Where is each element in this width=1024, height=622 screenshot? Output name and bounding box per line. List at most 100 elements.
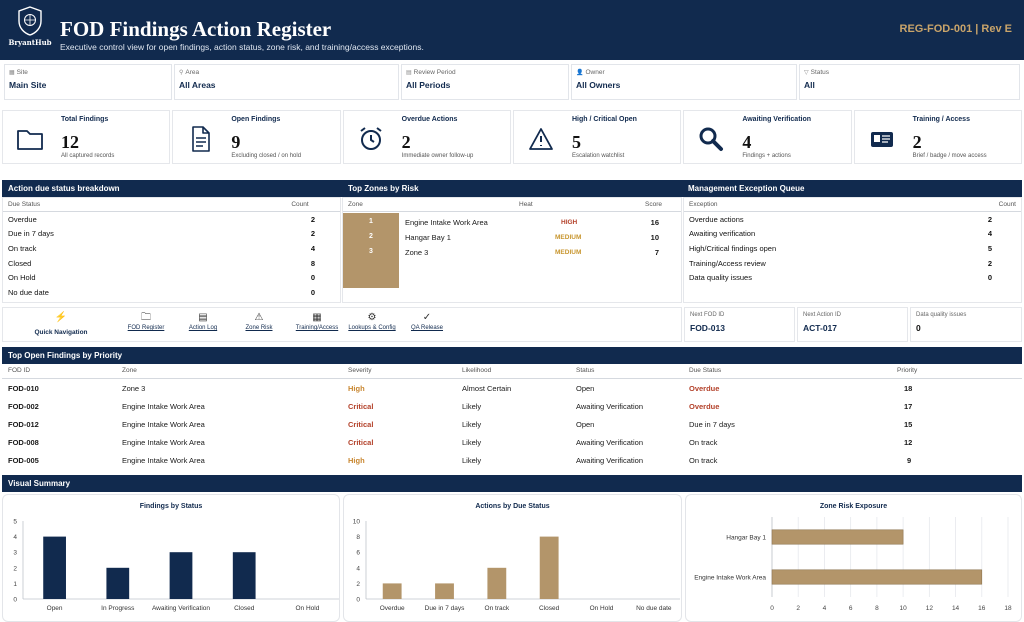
- column-header: Severity: [348, 367, 372, 374]
- column-header: Zone: [122, 367, 137, 374]
- filter-area[interactable]: ⚲ Area All Areas: [174, 64, 399, 100]
- bar: [539, 536, 559, 599]
- location-pin-icon: ⚲: [179, 70, 184, 76]
- kpi-label: Overdue Actions: [401, 116, 458, 123]
- row-label: Training/Access review: [689, 258, 766, 268]
- nav-training-access[interactable]: ▦ Training/Access: [289, 311, 345, 331]
- table-row[interactable]: FOD-005 Engine Intake Work Area High Lik…: [2, 452, 1022, 470]
- alarm-clock-icon: [360, 127, 382, 150]
- kpi-label: Training / Access: [912, 116, 970, 123]
- x-tick-label: 14: [952, 605, 960, 612]
- zone-cell: Engine Intake Work Area: [122, 456, 205, 465]
- nav-action-log[interactable]: ▤ Action Log: [181, 311, 225, 331]
- next-action-id: Next Action ID ACT-017: [797, 307, 908, 342]
- row-label: No due date: [8, 287, 49, 297]
- severity-cell: High: [348, 384, 365, 393]
- findings-section-bar: Top Open Findings by Priority: [2, 347, 1022, 364]
- nav-link-label: Zone Risk: [245, 325, 273, 331]
- zone-name: Engine Intake Work Area: [405, 218, 488, 227]
- kpi-note: Escalation watchlist: [571, 153, 625, 159]
- filter-label: Status: [810, 69, 830, 76]
- bar: [169, 552, 193, 599]
- column-header: Zone: [348, 201, 363, 208]
- row-count: 0: [310, 287, 315, 297]
- nav-qa-release[interactable]: ✓ QA Release: [407, 311, 447, 331]
- x-tick-label: Awaiting Verification: [152, 605, 210, 612]
- keyboard-icon: ▦: [312, 312, 322, 323]
- column-header: Priority: [897, 367, 918, 374]
- due-status-title: Action due status breakdown: [8, 184, 120, 193]
- row-label: Overdue actions: [689, 214, 744, 224]
- next-id-label: Next Action ID: [803, 312, 842, 318]
- chart-actions-by-due-status-svg: 0 2 4 6 8 10 Overdue Due in 7 days On track Close…: [353, 519, 680, 612]
- kpi-value: 12: [61, 132, 79, 152]
- badge-icon: [870, 132, 893, 147]
- row-count: 2: [310, 229, 315, 239]
- table-row[interactable]: FOD-010 Zone 3 High Almost Certain Open …: [2, 380, 1022, 398]
- next-id-label: Next FOD ID: [690, 312, 725, 318]
- filter-status[interactable]: ▽ Status All: [799, 64, 1020, 100]
- nav-fod-register[interactable]: 🗀 FOD Register: [121, 311, 171, 331]
- nav-link-label: Lookups & Config: [348, 325, 396, 331]
- column-header: Status: [576, 367, 595, 374]
- row-count: 2: [987, 214, 992, 224]
- zone-score: 7: [654, 248, 659, 257]
- row-label: Closed: [8, 258, 32, 268]
- nav-zone-risk[interactable]: ⚠ Zone Risk: [239, 311, 279, 331]
- x-tick-label: 6: [849, 605, 853, 612]
- person-icon: 👤: [576, 70, 584, 76]
- kpi-note: Findings + actions: [742, 153, 791, 159]
- x-tick-label: 18: [1004, 605, 1012, 612]
- kpi-label: Awaiting Verification: [742, 116, 812, 123]
- x-tick-label: On track: [485, 605, 510, 612]
- y-tick-label: 4: [13, 534, 17, 541]
- check-icon: ✓: [422, 312, 432, 323]
- priority-cell: 17: [904, 402, 913, 411]
- x-tick-label: 2: [796, 605, 800, 612]
- table-row: Overdue actions 2: [684, 212, 1021, 227]
- filter-owner[interactable]: 👤 Owner All Owners: [571, 64, 797, 100]
- zone-rank: 1: [369, 218, 373, 225]
- filter-site[interactable]: ▦ Site Main Site: [4, 64, 172, 100]
- x-tick-label: On Hold: [590, 605, 614, 612]
- filter-review-period[interactable]: ▤ Review Period All Periods: [401, 64, 569, 100]
- kpi-value: 9: [231, 132, 241, 152]
- row-count: 0: [987, 273, 992, 283]
- status-cell: Open: [576, 420, 595, 429]
- table-row: Closed 8: [3, 256, 340, 271]
- quick-navigation: ⚡ Quick Navigation 🗀 FOD Register ▤ Acti…: [2, 307, 682, 342]
- x-tick-label: 10: [899, 605, 907, 612]
- fod-id: FOD-010: [8, 384, 39, 393]
- kpi-label: High / Critical Open: [571, 116, 637, 123]
- nav-lookups-config[interactable]: ⚙ Lookups & Config: [345, 311, 399, 331]
- filter-label: Site: [16, 69, 28, 76]
- y-tick-label: Hangar Bay 1: [726, 535, 766, 542]
- status-cell: Open: [576, 384, 595, 393]
- x-tick-label: Overdue: [380, 605, 405, 612]
- status-cell: Awaiting Verification: [576, 456, 643, 465]
- kpi-training-access: Training / Access 2 Brief / badge / move…: [853, 110, 1022, 164]
- kpi-value: 5: [571, 132, 581, 152]
- row-label: Data quality issues: [689, 273, 752, 283]
- likelihood-cell: Almost Certain: [462, 384, 512, 393]
- y-tick-label: 10: [353, 519, 361, 526]
- zone-heat-badge: HIGH: [561, 219, 578, 226]
- calendar-icon: ▤: [406, 70, 412, 76]
- status-cell: Awaiting Verification: [576, 402, 643, 411]
- table-row: Data quality issues 0: [684, 270, 1021, 285]
- kpi-value: 4: [742, 132, 752, 152]
- x-tick-label: Due in 7 days: [425, 605, 465, 612]
- table-row[interactable]: FOD-002 Engine Intake Work Area Critical…: [2, 398, 1022, 416]
- magnifier-icon: [699, 127, 724, 151]
- gear-icon: ⚙: [367, 312, 377, 323]
- table-row: Overdue 2: [3, 212, 340, 227]
- kpi-value: 2: [401, 132, 411, 152]
- zone-score: 16: [650, 218, 659, 227]
- table-row[interactable]: FOD-012 Engine Intake Work Area Critical…: [2, 416, 1022, 434]
- filter-value: All Owners: [576, 80, 621, 90]
- bar: [487, 567, 507, 599]
- x-tick-label: Closed: [234, 605, 255, 612]
- row-count: 2: [310, 214, 315, 224]
- y-tick-label: 0: [13, 597, 17, 604]
- table-row[interactable]: FOD-008 Engine Intake Work Area Critical…: [2, 434, 1022, 452]
